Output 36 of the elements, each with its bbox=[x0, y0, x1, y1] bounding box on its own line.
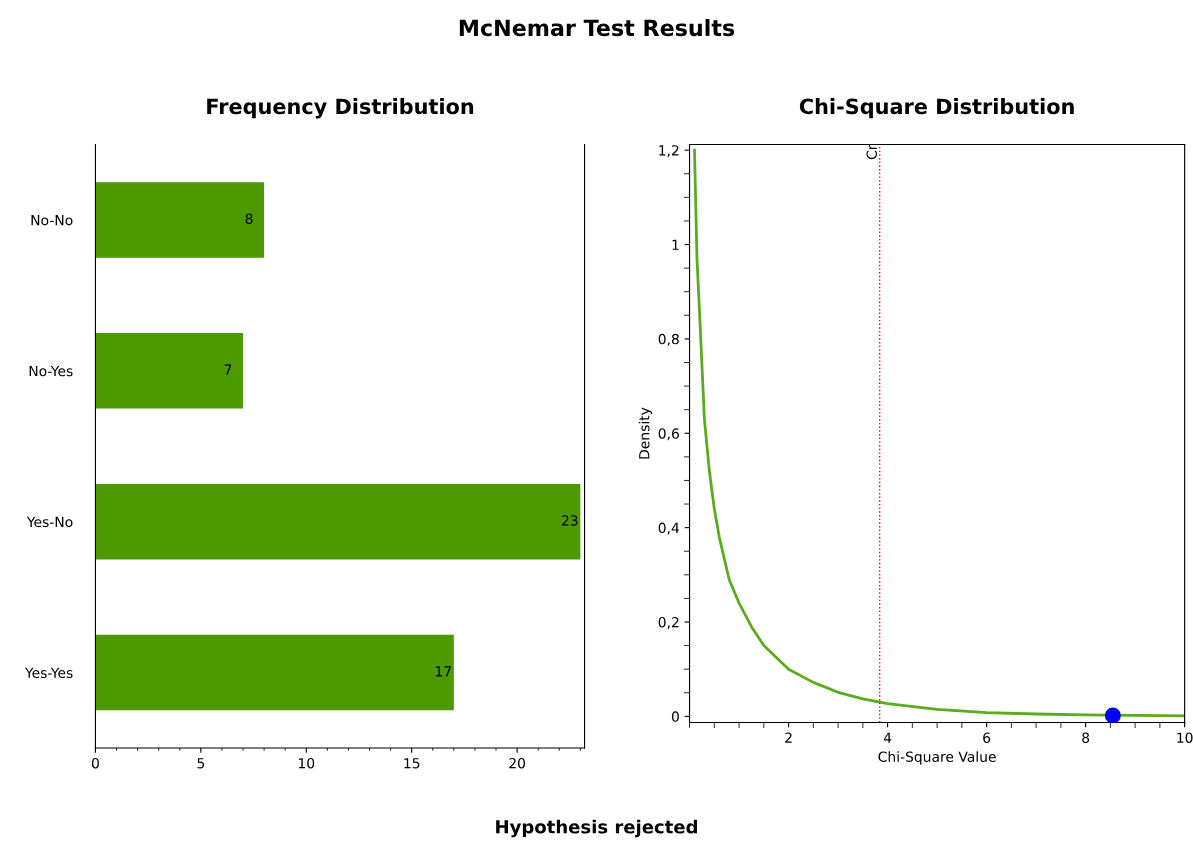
ref-line-label: Cr bbox=[866, 144, 877, 160]
bar bbox=[95, 483, 581, 560]
x-tick-label: 8 bbox=[1082, 732, 1090, 743]
x-tick-label: 10 bbox=[1177, 732, 1193, 743]
data-label: 7 bbox=[224, 364, 232, 375]
x-tick-label: 6 bbox=[983, 732, 991, 743]
x-tick-label: 0 bbox=[91, 757, 99, 769]
data-label: 8 bbox=[245, 213, 253, 224]
bar bbox=[95, 182, 265, 258]
x-axis-title: Chi-Square Value bbox=[878, 751, 996, 765]
text: Hypothesis rejected bbox=[496, 819, 697, 838]
y-tick-label: 0,8 bbox=[658, 333, 679, 346]
x-tick-label: 15 bbox=[404, 758, 420, 769]
chart-title: Frequency Distribution bbox=[207, 98, 474, 119]
y-tick-label: No-Yes bbox=[29, 365, 73, 377]
y-axis-title: Density bbox=[638, 407, 653, 459]
y-tick-label: 1 bbox=[672, 239, 679, 250]
text: McNemar Test Results bbox=[459, 19, 735, 37]
x-tick-label: 4 bbox=[883, 732, 892, 743]
bar bbox=[95, 634, 454, 711]
x-tick-label: 2 bbox=[785, 732, 792, 743]
y-tick-label: 0 bbox=[671, 711, 679, 722]
y-tick-label: 1,2 bbox=[659, 145, 679, 158]
data-label: 17 bbox=[435, 666, 451, 677]
y-tick-label: No-No bbox=[31, 215, 73, 226]
x-tick-label: 20 bbox=[509, 757, 526, 769]
bar bbox=[95, 333, 244, 409]
data-label: 23 bbox=[561, 515, 578, 526]
x-tick-label: 5 bbox=[197, 758, 205, 769]
y-tick-label: 0,2 bbox=[658, 616, 679, 629]
y-tick-label: 0,4 bbox=[658, 522, 680, 535]
y-tick-label: 0,6 bbox=[658, 428, 679, 441]
y-tick-label: Yes-Yes bbox=[24, 667, 73, 679]
y-tick-label: Yes-No bbox=[26, 516, 73, 528]
chart-title: Chi-Square Distribution bbox=[799, 98, 1074, 119]
x-tick-label: 10 bbox=[298, 757, 315, 769]
